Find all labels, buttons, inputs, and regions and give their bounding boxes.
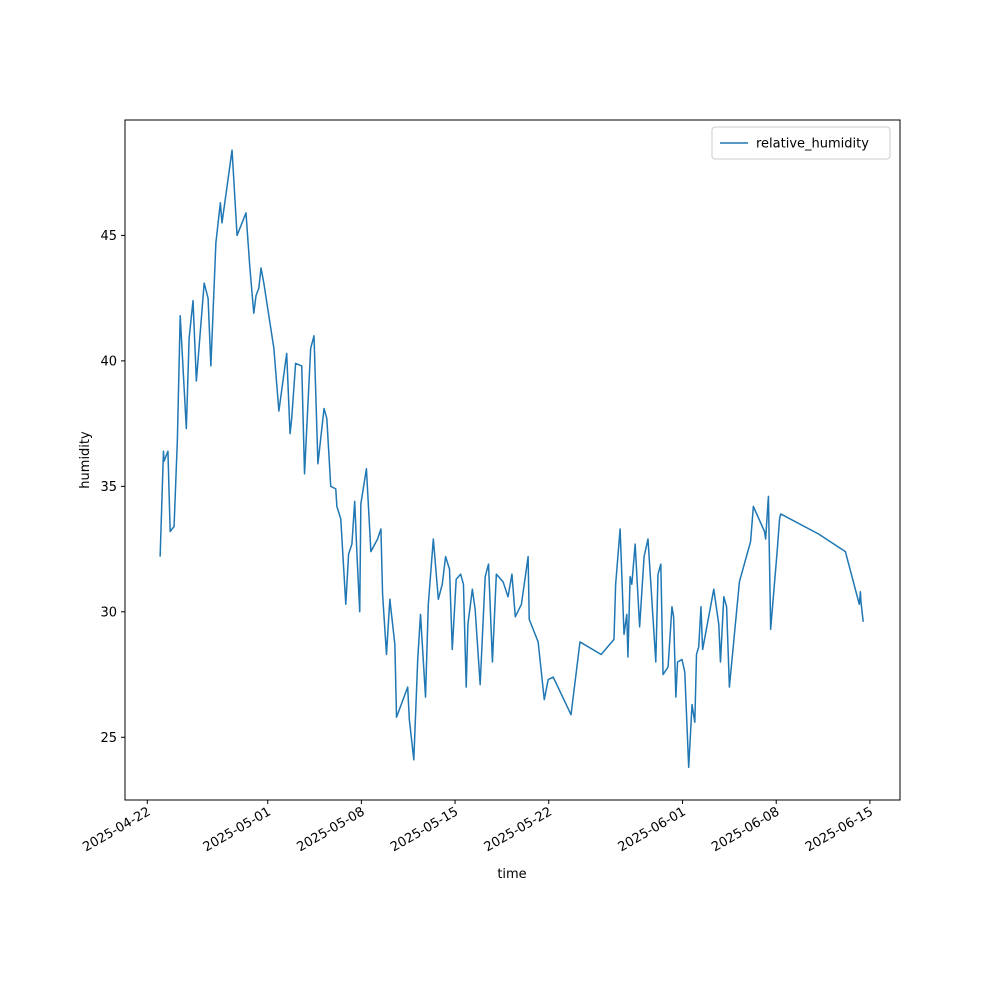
legend-box — [711, 126, 891, 160]
plot-frame — [124, 119, 901, 801]
x-axis-label: time — [497, 867, 526, 882]
y-tick-label: 25 — [100, 731, 117, 746]
x-tick-label: 2025-06-01 — [616, 804, 689, 855]
x-tick-label: 2025-05-01 — [201, 804, 274, 855]
y-tick-label: 30 — [100, 605, 117, 620]
x-tick-label: 2025-06-15 — [803, 804, 876, 855]
x-tick-label: 2025-05-22 — [482, 804, 555, 855]
x-tick-label: 2025-05-08 — [294, 804, 367, 855]
legend-label: relative_humidity — [756, 137, 869, 152]
x-tick-label: 2025-04-22 — [80, 804, 153, 855]
y-axis-label: humidity — [78, 431, 93, 489]
data-line — [159, 149, 864, 769]
x-tick-label: 2025-06-08 — [709, 804, 782, 855]
x-tick-label: 2025-05-15 — [388, 804, 461, 855]
y-tick-label: 40 — [100, 354, 117, 369]
y-tick-label: 45 — [100, 229, 117, 244]
y-tick-label: 35 — [100, 480, 117, 495]
